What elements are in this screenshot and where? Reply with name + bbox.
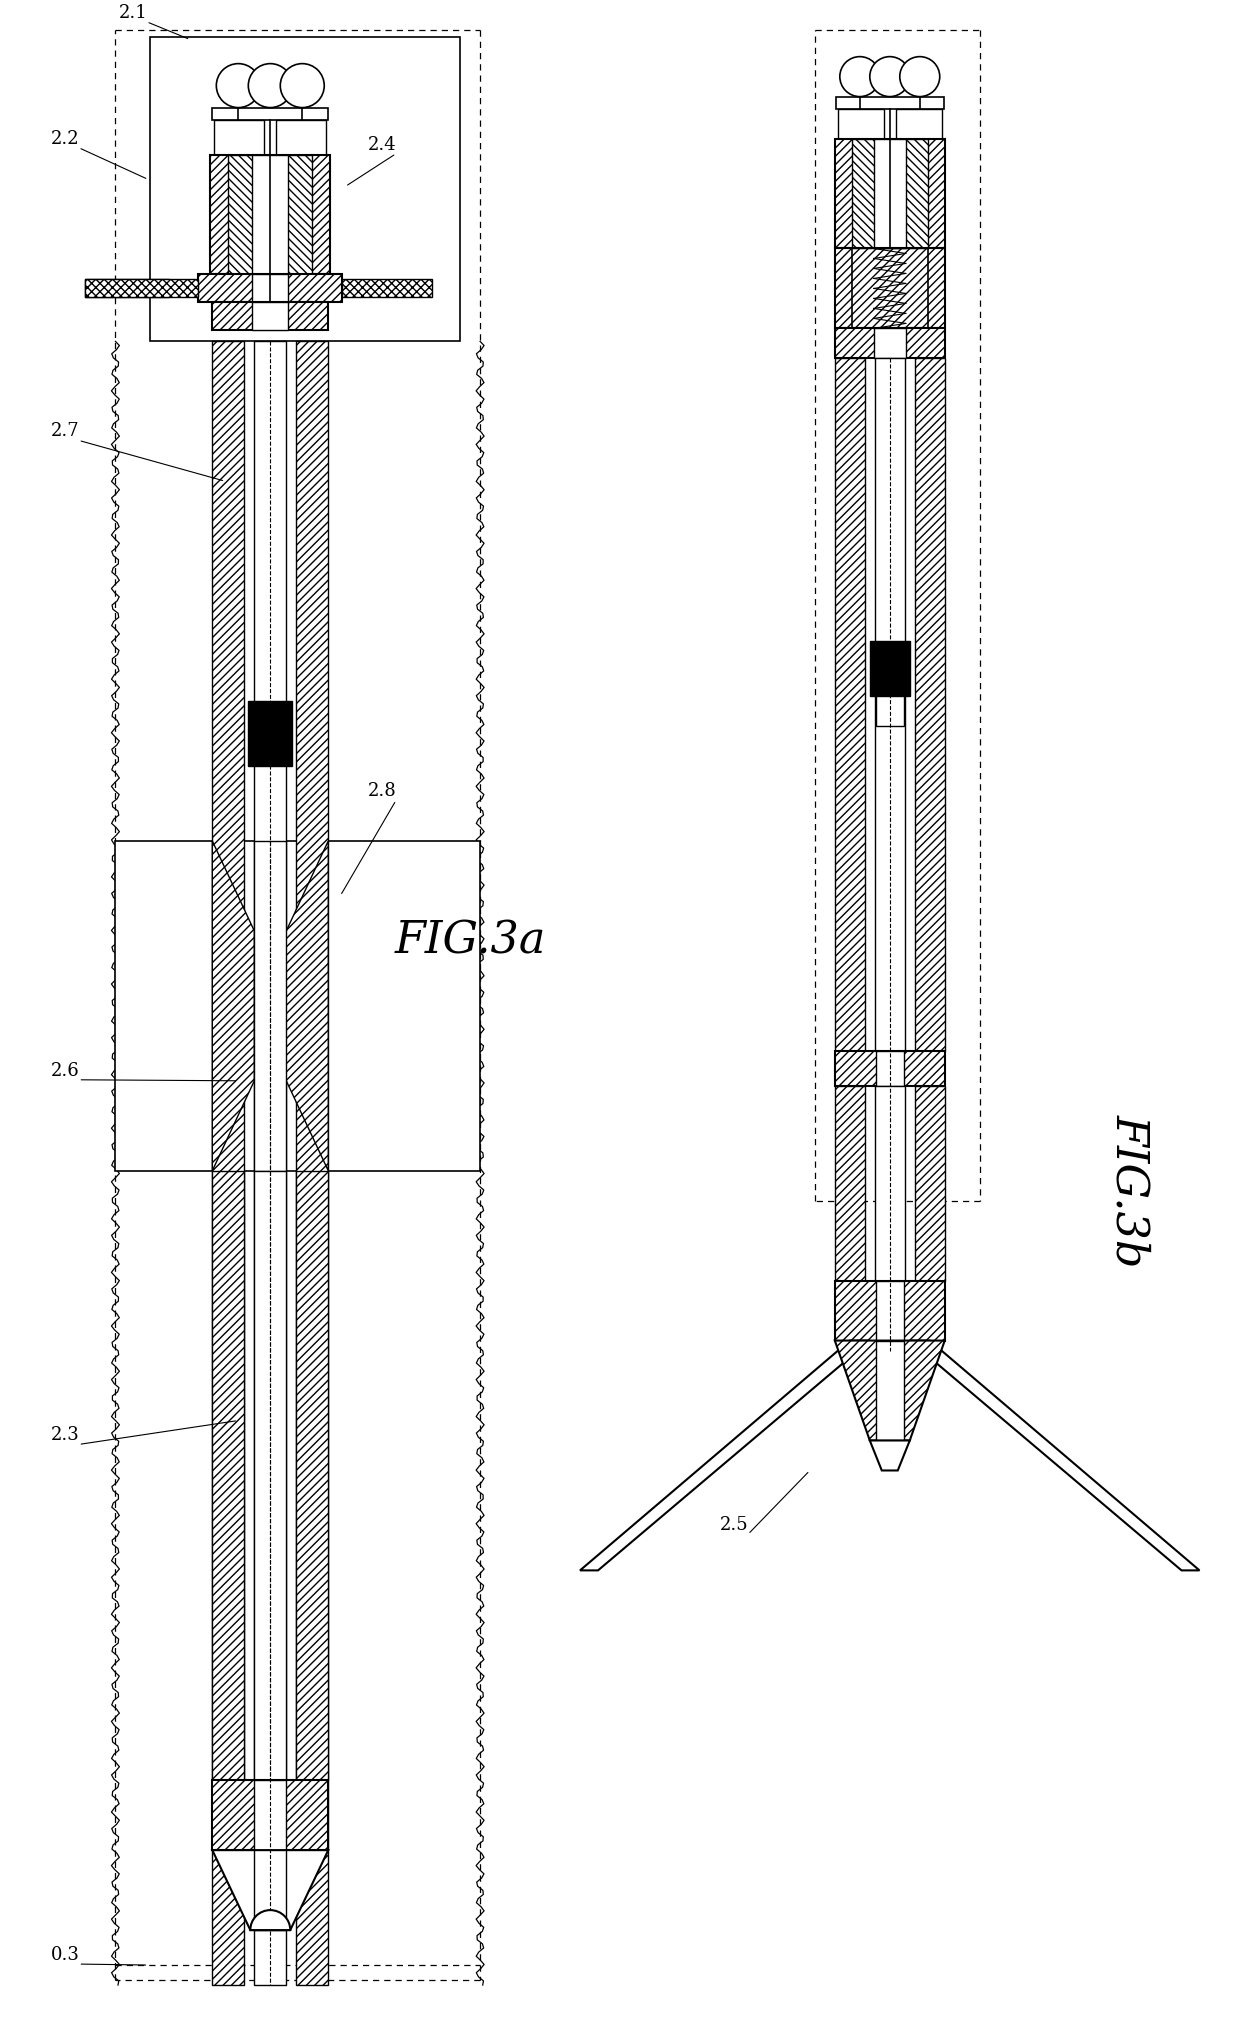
Text: FIG.3a: FIG.3a bbox=[394, 920, 546, 963]
Bar bbox=[254, 342, 286, 1984]
Text: 2.4: 2.4 bbox=[368, 136, 397, 153]
Bar bbox=[835, 248, 945, 328]
Bar bbox=[874, 138, 905, 248]
Circle shape bbox=[869, 57, 910, 96]
Bar bbox=[875, 696, 904, 726]
Polygon shape bbox=[212, 1850, 329, 1929]
Bar bbox=[874, 328, 905, 358]
Bar bbox=[248, 702, 293, 765]
Bar bbox=[254, 840, 286, 1170]
Bar bbox=[835, 358, 864, 1050]
Bar bbox=[254, 1850, 286, 1929]
Bar bbox=[835, 138, 945, 248]
Bar bbox=[915, 1087, 945, 1280]
Circle shape bbox=[248, 63, 293, 108]
Text: 2.2: 2.2 bbox=[51, 130, 79, 149]
Bar bbox=[852, 248, 928, 328]
Circle shape bbox=[280, 63, 324, 108]
Bar bbox=[254, 1170, 286, 1781]
Bar bbox=[150, 37, 460, 342]
Bar bbox=[869, 641, 910, 696]
Bar bbox=[254, 1781, 286, 1850]
Bar bbox=[874, 358, 905, 1050]
Text: 0.3: 0.3 bbox=[51, 1945, 79, 1964]
Bar bbox=[86, 279, 170, 297]
Bar bbox=[212, 108, 329, 120]
Polygon shape bbox=[212, 840, 254, 1170]
Polygon shape bbox=[835, 1341, 945, 1441]
Circle shape bbox=[900, 57, 940, 96]
Bar bbox=[836, 96, 944, 108]
Text: 2.1: 2.1 bbox=[118, 4, 148, 22]
Bar bbox=[835, 1087, 864, 1280]
Text: 2.5: 2.5 bbox=[720, 1516, 749, 1534]
Bar bbox=[115, 840, 480, 1170]
Bar bbox=[212, 342, 244, 1984]
Bar bbox=[915, 358, 945, 1050]
Bar bbox=[296, 342, 329, 1984]
Bar bbox=[198, 275, 342, 303]
Bar bbox=[875, 1341, 904, 1441]
Wedge shape bbox=[250, 1911, 290, 1929]
Bar bbox=[228, 155, 312, 275]
Bar bbox=[252, 275, 288, 303]
Bar bbox=[296, 1170, 329, 1781]
Bar bbox=[212, 1170, 244, 1781]
Bar bbox=[838, 108, 884, 138]
Bar bbox=[875, 1280, 904, 1341]
Bar bbox=[277, 120, 326, 155]
Text: FIG.3b: FIG.3b bbox=[1109, 1113, 1151, 1268]
Text: 2.3: 2.3 bbox=[51, 1427, 79, 1445]
Text: 2.8: 2.8 bbox=[368, 781, 397, 800]
Bar bbox=[852, 138, 928, 248]
Bar bbox=[252, 155, 288, 275]
Bar bbox=[212, 303, 329, 330]
Bar bbox=[835, 1050, 945, 1087]
Bar bbox=[252, 303, 288, 330]
Polygon shape bbox=[869, 1441, 910, 1471]
Bar bbox=[342, 279, 433, 297]
Circle shape bbox=[216, 63, 260, 108]
Text: 2.7: 2.7 bbox=[51, 423, 79, 440]
Bar bbox=[211, 155, 330, 275]
Bar bbox=[215, 120, 264, 155]
Circle shape bbox=[839, 57, 880, 96]
Bar bbox=[212, 1781, 329, 1850]
Text: 2.6: 2.6 bbox=[51, 1062, 79, 1081]
Polygon shape bbox=[580, 1341, 869, 1571]
Bar bbox=[875, 1050, 904, 1087]
Polygon shape bbox=[286, 840, 329, 1170]
Bar bbox=[86, 279, 198, 297]
Polygon shape bbox=[910, 1341, 1199, 1571]
Bar bbox=[895, 108, 941, 138]
Bar bbox=[835, 328, 945, 358]
Bar bbox=[835, 1280, 945, 1341]
Bar bbox=[874, 1087, 905, 1280]
